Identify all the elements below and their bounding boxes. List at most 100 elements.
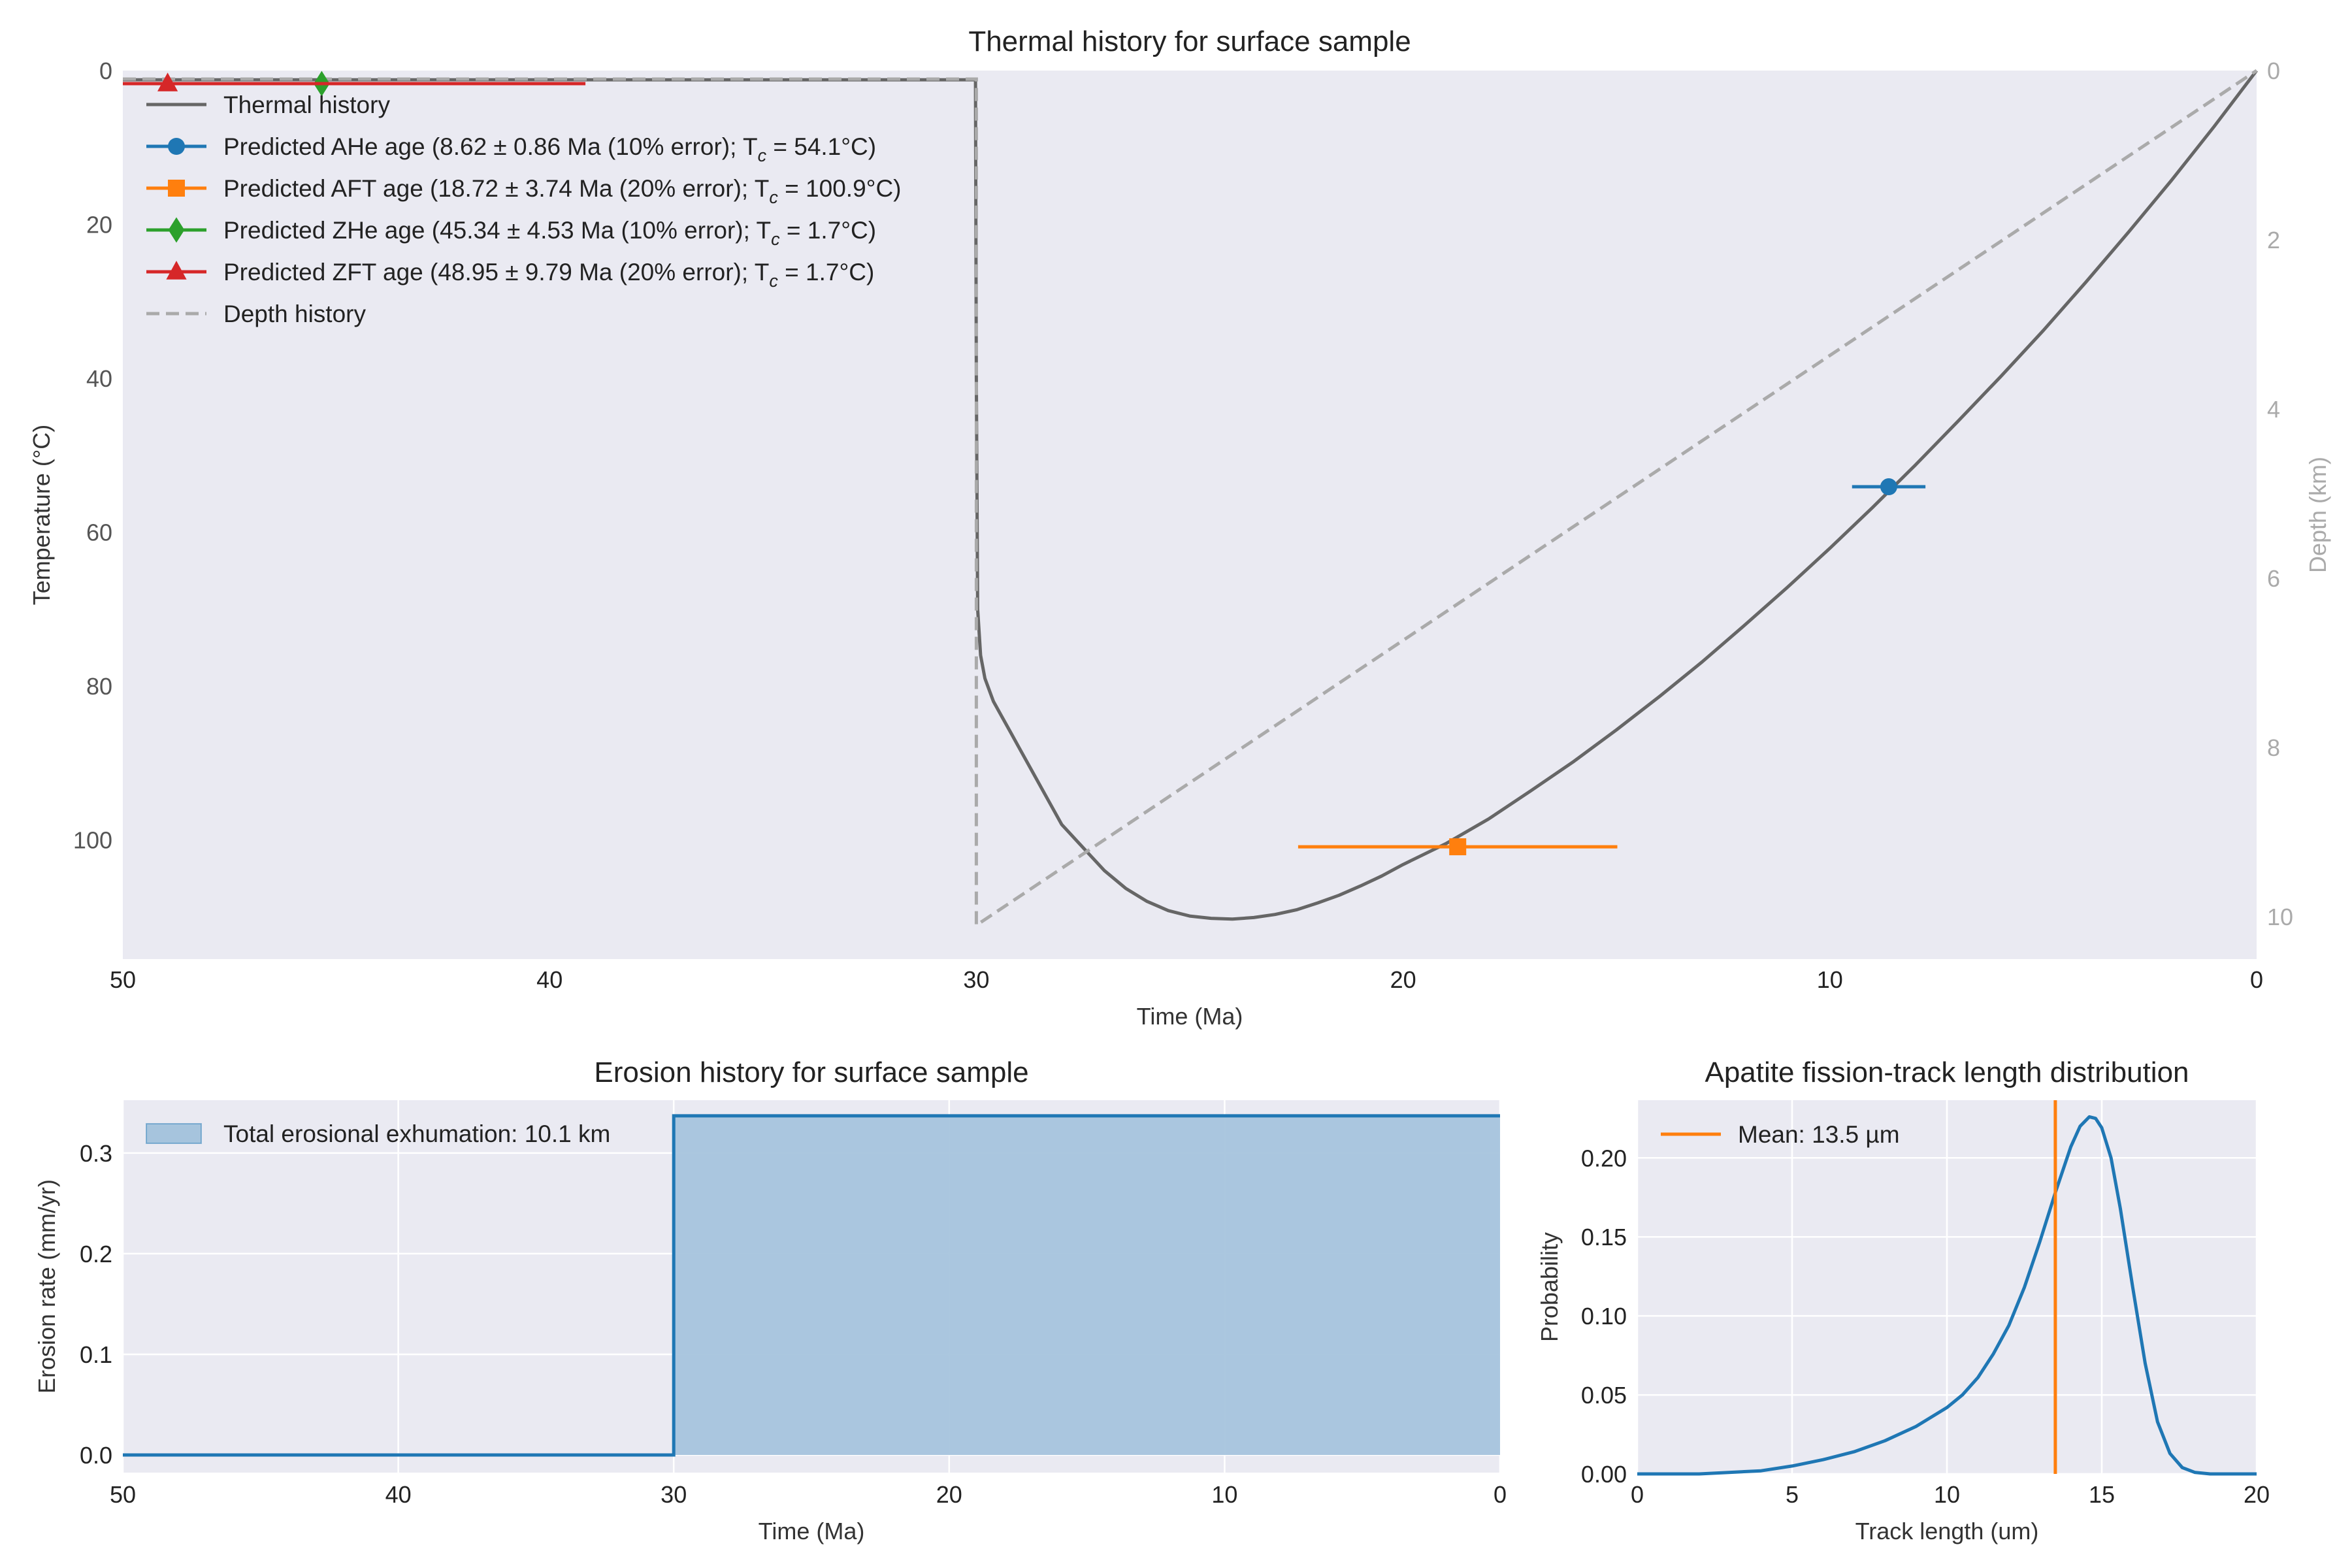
track-x-tick-label: 0	[1631, 1481, 1644, 1508]
thermal-ylabel: Temperature (°C)	[28, 425, 55, 605]
legend-label: Depth history	[223, 301, 366, 327]
legend-label-text: Predicted ZHe age (45.34 ± 4.53 Ma (10% …	[223, 217, 771, 244]
thermal-xlabel: Time (Ma)	[1137, 1003, 1243, 1030]
erosion-series	[123, 1114, 1500, 1457]
legend-label: Predicted ZHe age (45.34 ± 4.53 Ma (10% …	[223, 217, 876, 249]
erosion-y-tick-label: 0.0	[80, 1442, 112, 1469]
thermal-history-panel: Thermal history for surface sample Time …	[28, 25, 2331, 1030]
thermal-y-tick-label: 100	[73, 826, 112, 853]
erosion-x-tick-label: 0	[1494, 1481, 1507, 1508]
track-x-tick-label: 10	[1934, 1481, 1960, 1508]
track-xlabel: Track length (um)	[1855, 1518, 2039, 1544]
track-x-tick-label: 20	[2244, 1481, 2270, 1508]
legend-label-text: Depth history	[223, 301, 366, 327]
legend-age-marker	[168, 180, 185, 197]
thermal-history-line	[123, 69, 2258, 921]
track-y-tick-label: 0.20	[1581, 1145, 1627, 1171]
legend-label: Predicted AHe age (8.62 ± 0.86 Ma (10% e…	[223, 133, 876, 165]
track-length-panel: Apatite fission-track length distributio…	[1536, 1056, 2270, 1544]
thermal-y-tick-label: 40	[86, 365, 112, 392]
erosion-legend: Total erosional exhumation: 10.1 km	[146, 1120, 610, 1147]
aft-age-marker	[1449, 838, 1467, 856]
legend-label-sub: c	[758, 146, 767, 165]
legend-label-sub: c	[771, 229, 780, 249]
thermal-y-tick-label: 0	[99, 57, 112, 84]
track-x-tick-label: 15	[2089, 1481, 2115, 1508]
erosion-title: Erosion history for surface sample	[594, 1056, 1028, 1088]
track-ylabel: Probability	[1536, 1232, 1563, 1342]
legend-label-sub: c	[769, 188, 778, 207]
legend-label-sub: c	[769, 271, 778, 291]
ahe-age-marker	[1880, 478, 1897, 496]
thermal-y2-tick-label: 4	[2267, 396, 2280, 423]
thermal-x-tick-label: 50	[110, 966, 136, 993]
erosion-y-tick-label: 0.1	[80, 1341, 112, 1368]
thermal-y2-tick-label: 10	[2267, 904, 2293, 930]
legend-label-suffix: = 1.7°C)	[780, 217, 876, 244]
legend-label-text: Predicted ZFT age (48.95 ± 9.79 Ma (20% …	[223, 259, 769, 286]
erosion-x-tick-label: 50	[110, 1481, 136, 1508]
erosion-x-tick-label: 40	[385, 1481, 412, 1508]
thermal-y2-ticks: 0 2 4 6 8 10	[2267, 57, 2293, 930]
erosion-x-tick-label: 10	[1211, 1481, 1237, 1508]
legend-label-suffix: = 54.1°C)	[766, 133, 876, 160]
erosion-line	[123, 1114, 1500, 1457]
track-y-tick-label: 0.15	[1581, 1224, 1627, 1250]
legend-label-text: Predicted AHe age (8.62 ± 0.86 Ma (10% e…	[223, 133, 758, 160]
erosion-x-tick-label: 30	[661, 1481, 687, 1508]
legend-label: Thermal history	[223, 91, 390, 118]
thermal-age-markers	[123, 71, 1926, 856]
thermal-y2-tick-label: 6	[2267, 565, 2280, 592]
thermal-x-tick-label: 30	[963, 966, 989, 993]
thermal-y2-tick-label: 0	[2267, 57, 2280, 84]
erosion-x-ticks: 50 40 30 20 10 0	[110, 1481, 1507, 1508]
track-y-tick-label: 0.00	[1581, 1461, 1627, 1488]
track-y-ticks: 0.00 0.05 0.10 0.15 0.20	[1581, 1145, 1627, 1488]
depth-history-line	[123, 69, 2258, 928]
track-series	[1637, 1100, 2257, 1476]
legend-label: Predicted AFT age (18.72 ± 3.74 Ma (20% …	[223, 175, 902, 207]
erosion-y-tick-label: 0.3	[80, 1140, 112, 1167]
thermal-y2label: Depth (km)	[2304, 457, 2331, 573]
legend-erosion-label: Total erosional exhumation: 10.1 km	[223, 1120, 610, 1147]
thermal-y-tick-label: 20	[86, 211, 112, 238]
thermal-y2-tick-label: 8	[2267, 734, 2280, 761]
thermal-y-tick-label: 60	[86, 519, 112, 546]
legend-age-marker	[166, 261, 187, 280]
thermal-x-tick-label: 20	[1390, 966, 1416, 993]
erosion-history-panel: Erosion history for surface sample Time …	[33, 1056, 1507, 1544]
track-y-tick-label: 0.10	[1581, 1303, 1627, 1330]
thermal-x-ticks: 50 40 30 20 10 0	[110, 966, 2263, 993]
erosion-y-tick-label: 0.2	[80, 1241, 112, 1267]
thermal-series	[123, 69, 2258, 928]
thermal-title: Thermal history for surface sample	[968, 25, 1411, 57]
thermal-y-ticks: 0 20 40 60 80 100	[73, 57, 112, 853]
thermal-legend: Thermal history Predicted AHe age (8.62 ±…	[146, 91, 902, 327]
thermal-x-tick-label: 0	[2250, 966, 2263, 993]
thermal-plot-area	[123, 71, 2257, 959]
thermal-y2-tick-label: 2	[2267, 227, 2280, 253]
legend-erosion-swatch	[146, 1123, 202, 1144]
erosion-ylabel: Erosion rate (mm/yr)	[33, 1179, 60, 1394]
track-x-tick-label: 5	[1786, 1481, 1799, 1508]
thermal-y-tick-label: 80	[86, 673, 112, 700]
legend-label-suffix: = 1.7°C)	[778, 259, 874, 286]
legend-mean-label: Mean: 13.5 µm	[1738, 1121, 1900, 1148]
erosion-area	[123, 1115, 1500, 1456]
erosion-y-ticks: 0.0 0.1 0.2 0.3	[80, 1140, 112, 1469]
zft-age-marker	[157, 73, 178, 91]
track-y-tick-label: 0.05	[1581, 1382, 1627, 1409]
legend-age-marker	[168, 217, 185, 243]
thermal-x-tick-label: 10	[1817, 966, 1843, 993]
erosion-x-tick-label: 20	[936, 1481, 962, 1508]
legend-label: Predicted ZFT age (48.95 ± 9.79 Ma (20% …	[223, 259, 874, 291]
legend-age-marker	[168, 138, 185, 155]
track-title: Apatite fission-track length distributio…	[1705, 1056, 2189, 1088]
track-legend: Mean: 13.5 µm	[1661, 1121, 1900, 1148]
thermal-x-tick-label: 40	[536, 966, 563, 993]
legend-label-suffix: = 100.9°C)	[778, 175, 902, 202]
track-x-ticks: 0 5 10 15 20	[1631, 1481, 2270, 1508]
legend-label-text: Predicted AFT age (18.72 ± 3.74 Ma (20% …	[223, 175, 769, 202]
erosion-xlabel: Time (Ma)	[759, 1518, 865, 1544]
